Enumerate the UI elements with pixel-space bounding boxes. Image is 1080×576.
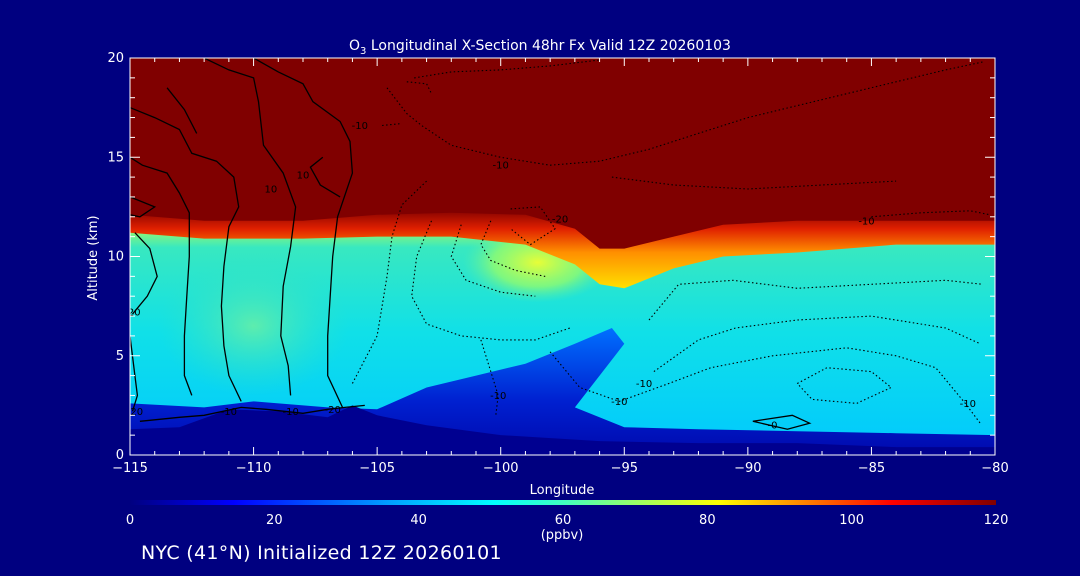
y-tick-label: 0 — [116, 448, 124, 463]
plot-area: -10 10 10 -20 -20 -10 -20 -10 -10 -20 -10 -10 -10 -10… — [124, 58, 995, 455]
colorbar-tick-label: 0 — [126, 513, 134, 528]
colorbar-units: (ppbv) — [541, 528, 584, 543]
colorbar: 0 20 40 60 80 100 120 (ppbv) — [126, 500, 1009, 543]
contour-label: 10 — [265, 185, 278, 196]
colorbar-tick-label: 60 — [555, 513, 572, 528]
stratosphere-field — [130, 58, 995, 249]
y-tick-label: 5 — [116, 349, 124, 364]
contour-label: -10 — [611, 397, 627, 408]
contour-labels: -10 10 10 -20 -20 -10 -20 -10 -10 -20 -10 -10 -10 -10… — [124, 121, 976, 432]
x-axis: −115 −110 −105 −100 −95 −90 −85 −80 — [112, 58, 1009, 476]
contour-label: -10 — [493, 161, 509, 172]
ozone-west-column — [158, 255, 349, 396]
colorbar-strip — [130, 500, 996, 505]
x-axis-label: Longitude — [530, 483, 595, 498]
x-tick-label: −115 — [112, 461, 148, 476]
contour-label: -20 — [552, 214, 568, 225]
contour-label: -10 — [960, 399, 976, 410]
colorbar-tick-label: 80 — [699, 513, 716, 528]
x-tick-label: −90 — [734, 461, 761, 476]
colorbar-ticks: 0 20 40 60 80 100 120 — [126, 513, 1009, 528]
surface-low-ozone — [130, 405, 995, 455]
chart-title: O3 Longitudinal X-Section 48hr Fx Valid … — [349, 38, 731, 57]
contour-lines — [130, 58, 991, 430]
colorbar-tick-label: 20 — [266, 513, 283, 528]
x-tick-label: −100 — [483, 461, 519, 476]
contour-label: -10 — [490, 391, 506, 402]
contour-label: -20 — [127, 407, 143, 418]
contour-label: -10 — [282, 407, 298, 418]
contour-label: -20 — [124, 308, 140, 319]
colorbar-tick-label: 120 — [984, 513, 1009, 528]
x-tick-label: −95 — [611, 461, 638, 476]
x-tick-label: −110 — [236, 461, 272, 476]
colorbar-tick-label: 100 — [839, 513, 864, 528]
y-tick-label: 20 — [107, 51, 124, 66]
contour-label: -10 — [636, 379, 652, 390]
colorbar-tick-label: 40 — [410, 513, 427, 528]
contour-label: -10 — [858, 216, 874, 227]
y-axis: 0 5 10 15 20 — [107, 51, 995, 463]
x-tick-label: −80 — [981, 461, 1008, 476]
contour-label: -10 — [221, 407, 237, 418]
y-tick-label: 15 — [107, 150, 124, 165]
y-axis-label: Altitude (km) — [86, 215, 101, 300]
x-tick-label: −105 — [359, 461, 395, 476]
contour-label: -20 — [324, 405, 340, 416]
contour-label: 10 — [297, 171, 310, 182]
tropopause-band — [130, 208, 995, 289]
y-tick-label: 10 — [107, 250, 124, 265]
contour-label: -10 — [352, 121, 368, 132]
contour-label: -0 — [768, 421, 778, 432]
x-tick-label: −85 — [858, 461, 885, 476]
footer-caption: NYC (41°N) Initialized 12Z 20260101 — [141, 542, 502, 564]
